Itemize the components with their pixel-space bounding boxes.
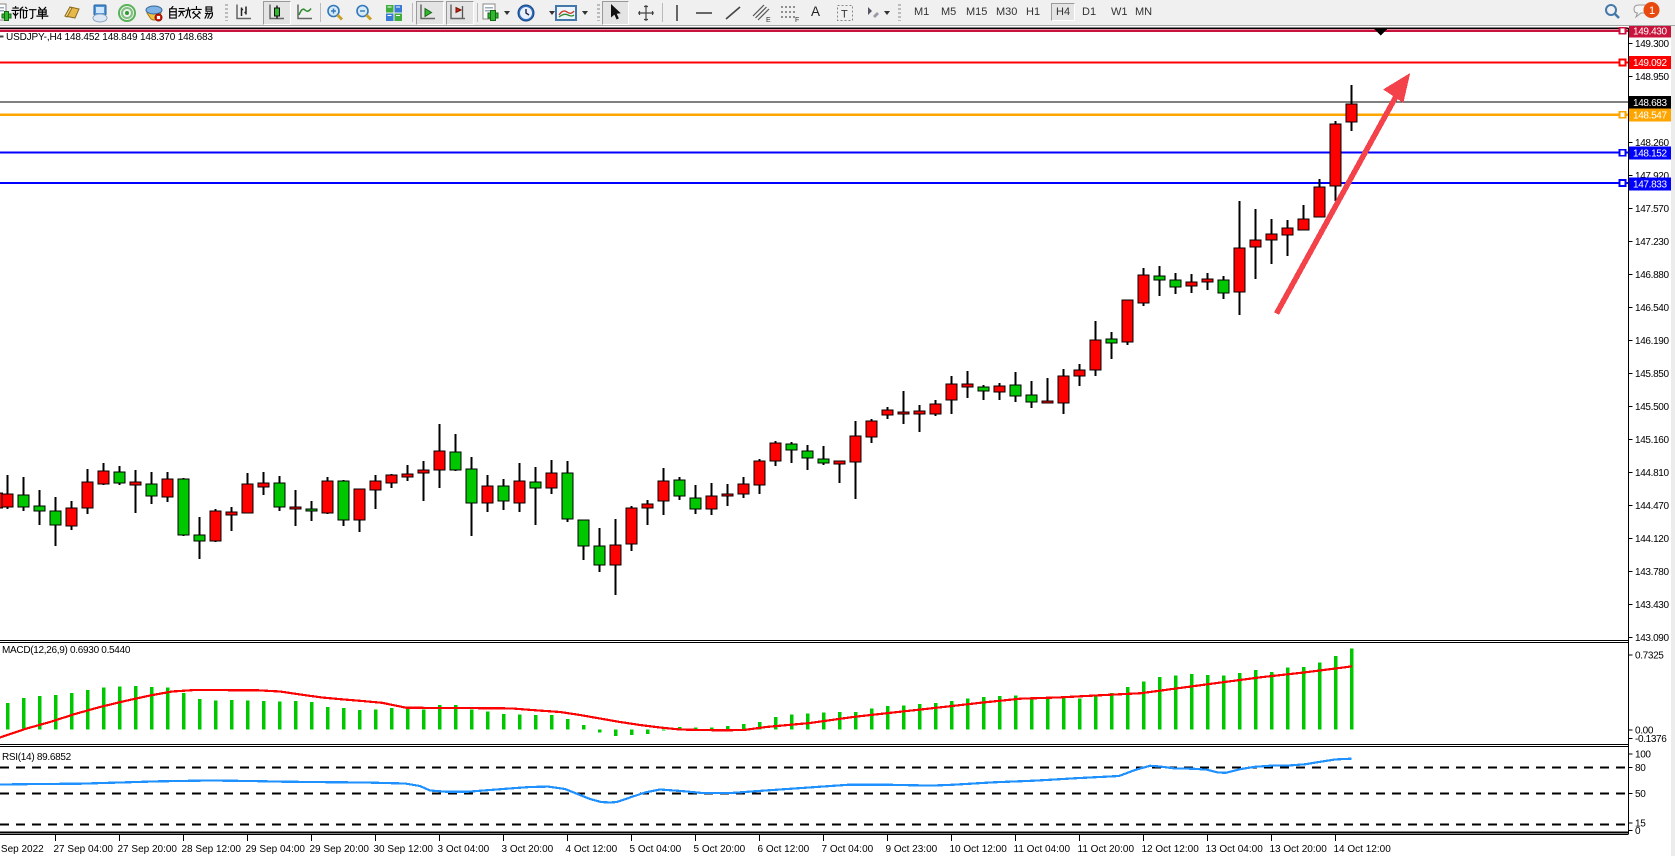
svg-text:80: 80 xyxy=(1635,763,1646,774)
svg-text:147.833: 147.833 xyxy=(1633,180,1667,191)
svg-text:5 Oct 20:00: 5 Oct 20:00 xyxy=(694,844,746,855)
svg-text:6 Oct 12:00: 6 Oct 12:00 xyxy=(758,844,810,855)
svg-text:13 Oct 04:00: 13 Oct 04:00 xyxy=(1206,844,1264,855)
svg-text:147.230: 147.230 xyxy=(1635,237,1669,248)
svg-text:0.00: 0.00 xyxy=(1635,726,1654,737)
svg-text:145.160: 145.160 xyxy=(1635,435,1669,446)
svg-text:149.430: 149.430 xyxy=(1633,27,1667,38)
svg-text:T: T xyxy=(841,9,848,21)
svg-text:-0.1376: -0.1376 xyxy=(1635,734,1667,745)
svg-text:29 Sep 04:00: 29 Sep 04:00 xyxy=(246,844,306,855)
svg-text:148.152: 148.152 xyxy=(1633,149,1667,160)
svg-text:146.190: 146.190 xyxy=(1635,336,1669,347)
svg-text:50: 50 xyxy=(1635,789,1646,800)
svg-text:MACD(12,26,9) 0.6930 0.5440: MACD(12,26,9) 0.6930 0.5440 xyxy=(2,645,131,656)
svg-text:11 Oct 20:00: 11 Oct 20:00 xyxy=(1078,844,1135,855)
svg-text:0.7325: 0.7325 xyxy=(1635,650,1664,661)
svg-text:13 Oct 20:00: 13 Oct 20:00 xyxy=(1270,844,1328,855)
svg-text:143.430: 143.430 xyxy=(1635,600,1669,611)
svg-text:7 Oct 04:00: 7 Oct 04:00 xyxy=(822,844,874,855)
svg-text:144.470: 144.470 xyxy=(1635,501,1669,512)
svg-text:3 Oct 04:00: 3 Oct 04:00 xyxy=(438,844,490,855)
svg-text:143.090: 143.090 xyxy=(1635,633,1669,644)
svg-text:147.570: 147.570 xyxy=(1635,204,1669,215)
svg-text:4 Oct 12:00: 4 Oct 12:00 xyxy=(566,844,618,855)
svg-text:144.120: 144.120 xyxy=(1635,534,1669,545)
svg-text:149.300: 149.300 xyxy=(1635,39,1669,50)
svg-text:27 Sep 20:00: 27 Sep 20:00 xyxy=(118,844,178,855)
svg-text:149.092: 149.092 xyxy=(1633,58,1667,69)
svg-text:28 Sep 12:00: 28 Sep 12:00 xyxy=(182,844,242,855)
svg-text:15: 15 xyxy=(1635,819,1646,830)
svg-text:11 Oct 04:00: 11 Oct 04:00 xyxy=(1014,844,1071,855)
svg-text:9 Oct 23:00: 9 Oct 23:00 xyxy=(886,844,938,855)
svg-text:148.950: 148.950 xyxy=(1635,72,1669,83)
svg-text:12 Oct 12:00: 12 Oct 12:00 xyxy=(1142,844,1200,855)
svg-text:146.540: 146.540 xyxy=(1635,303,1669,314)
svg-text:0: 0 xyxy=(1635,826,1641,837)
svg-text:148.547: 148.547 xyxy=(1633,111,1667,122)
svg-text:3 Oct 20:00: 3 Oct 20:00 xyxy=(502,844,554,855)
svg-text:147.920: 147.920 xyxy=(1635,171,1669,182)
svg-text:145.500: 145.500 xyxy=(1635,402,1669,413)
svg-text:148.260: 148.260 xyxy=(1635,138,1669,149)
svg-text:5 Oct 04:00: 5 Oct 04:00 xyxy=(630,844,682,855)
svg-text:E: E xyxy=(766,17,771,23)
svg-text:29 Sep 20:00: 29 Sep 20:00 xyxy=(310,844,370,855)
svg-text:RSI(14) 89.6852: RSI(14) 89.6852 xyxy=(2,752,72,763)
svg-text:27 Sep 04:00: 27 Sep 04:00 xyxy=(54,844,114,855)
svg-text:F: F xyxy=(795,17,799,23)
svg-text:148.683: 148.683 xyxy=(1633,98,1667,109)
svg-text:144.810: 144.810 xyxy=(1635,468,1669,479)
svg-text:146.880: 146.880 xyxy=(1635,270,1669,281)
svg-text:14 Oct 12:00: 14 Oct 12:00 xyxy=(1334,844,1392,855)
svg-text:100: 100 xyxy=(1635,750,1651,761)
svg-text:USDJPY-,H4 148.452 148.849 14: USDJPY-,H4 148.452 148.849 148.370 148.6… xyxy=(6,32,213,43)
svg-text:145.850: 145.850 xyxy=(1635,369,1669,380)
svg-text:10 Oct 12:00: 10 Oct 12:00 xyxy=(950,844,1008,855)
svg-text:26 Sep 2022: 26 Sep 2022 xyxy=(0,844,44,855)
svg-text:30 Sep 12:00: 30 Sep 12:00 xyxy=(374,844,434,855)
svg-text:143.780: 143.780 xyxy=(1635,567,1669,578)
svg-text:1: 1 xyxy=(1649,5,1655,17)
